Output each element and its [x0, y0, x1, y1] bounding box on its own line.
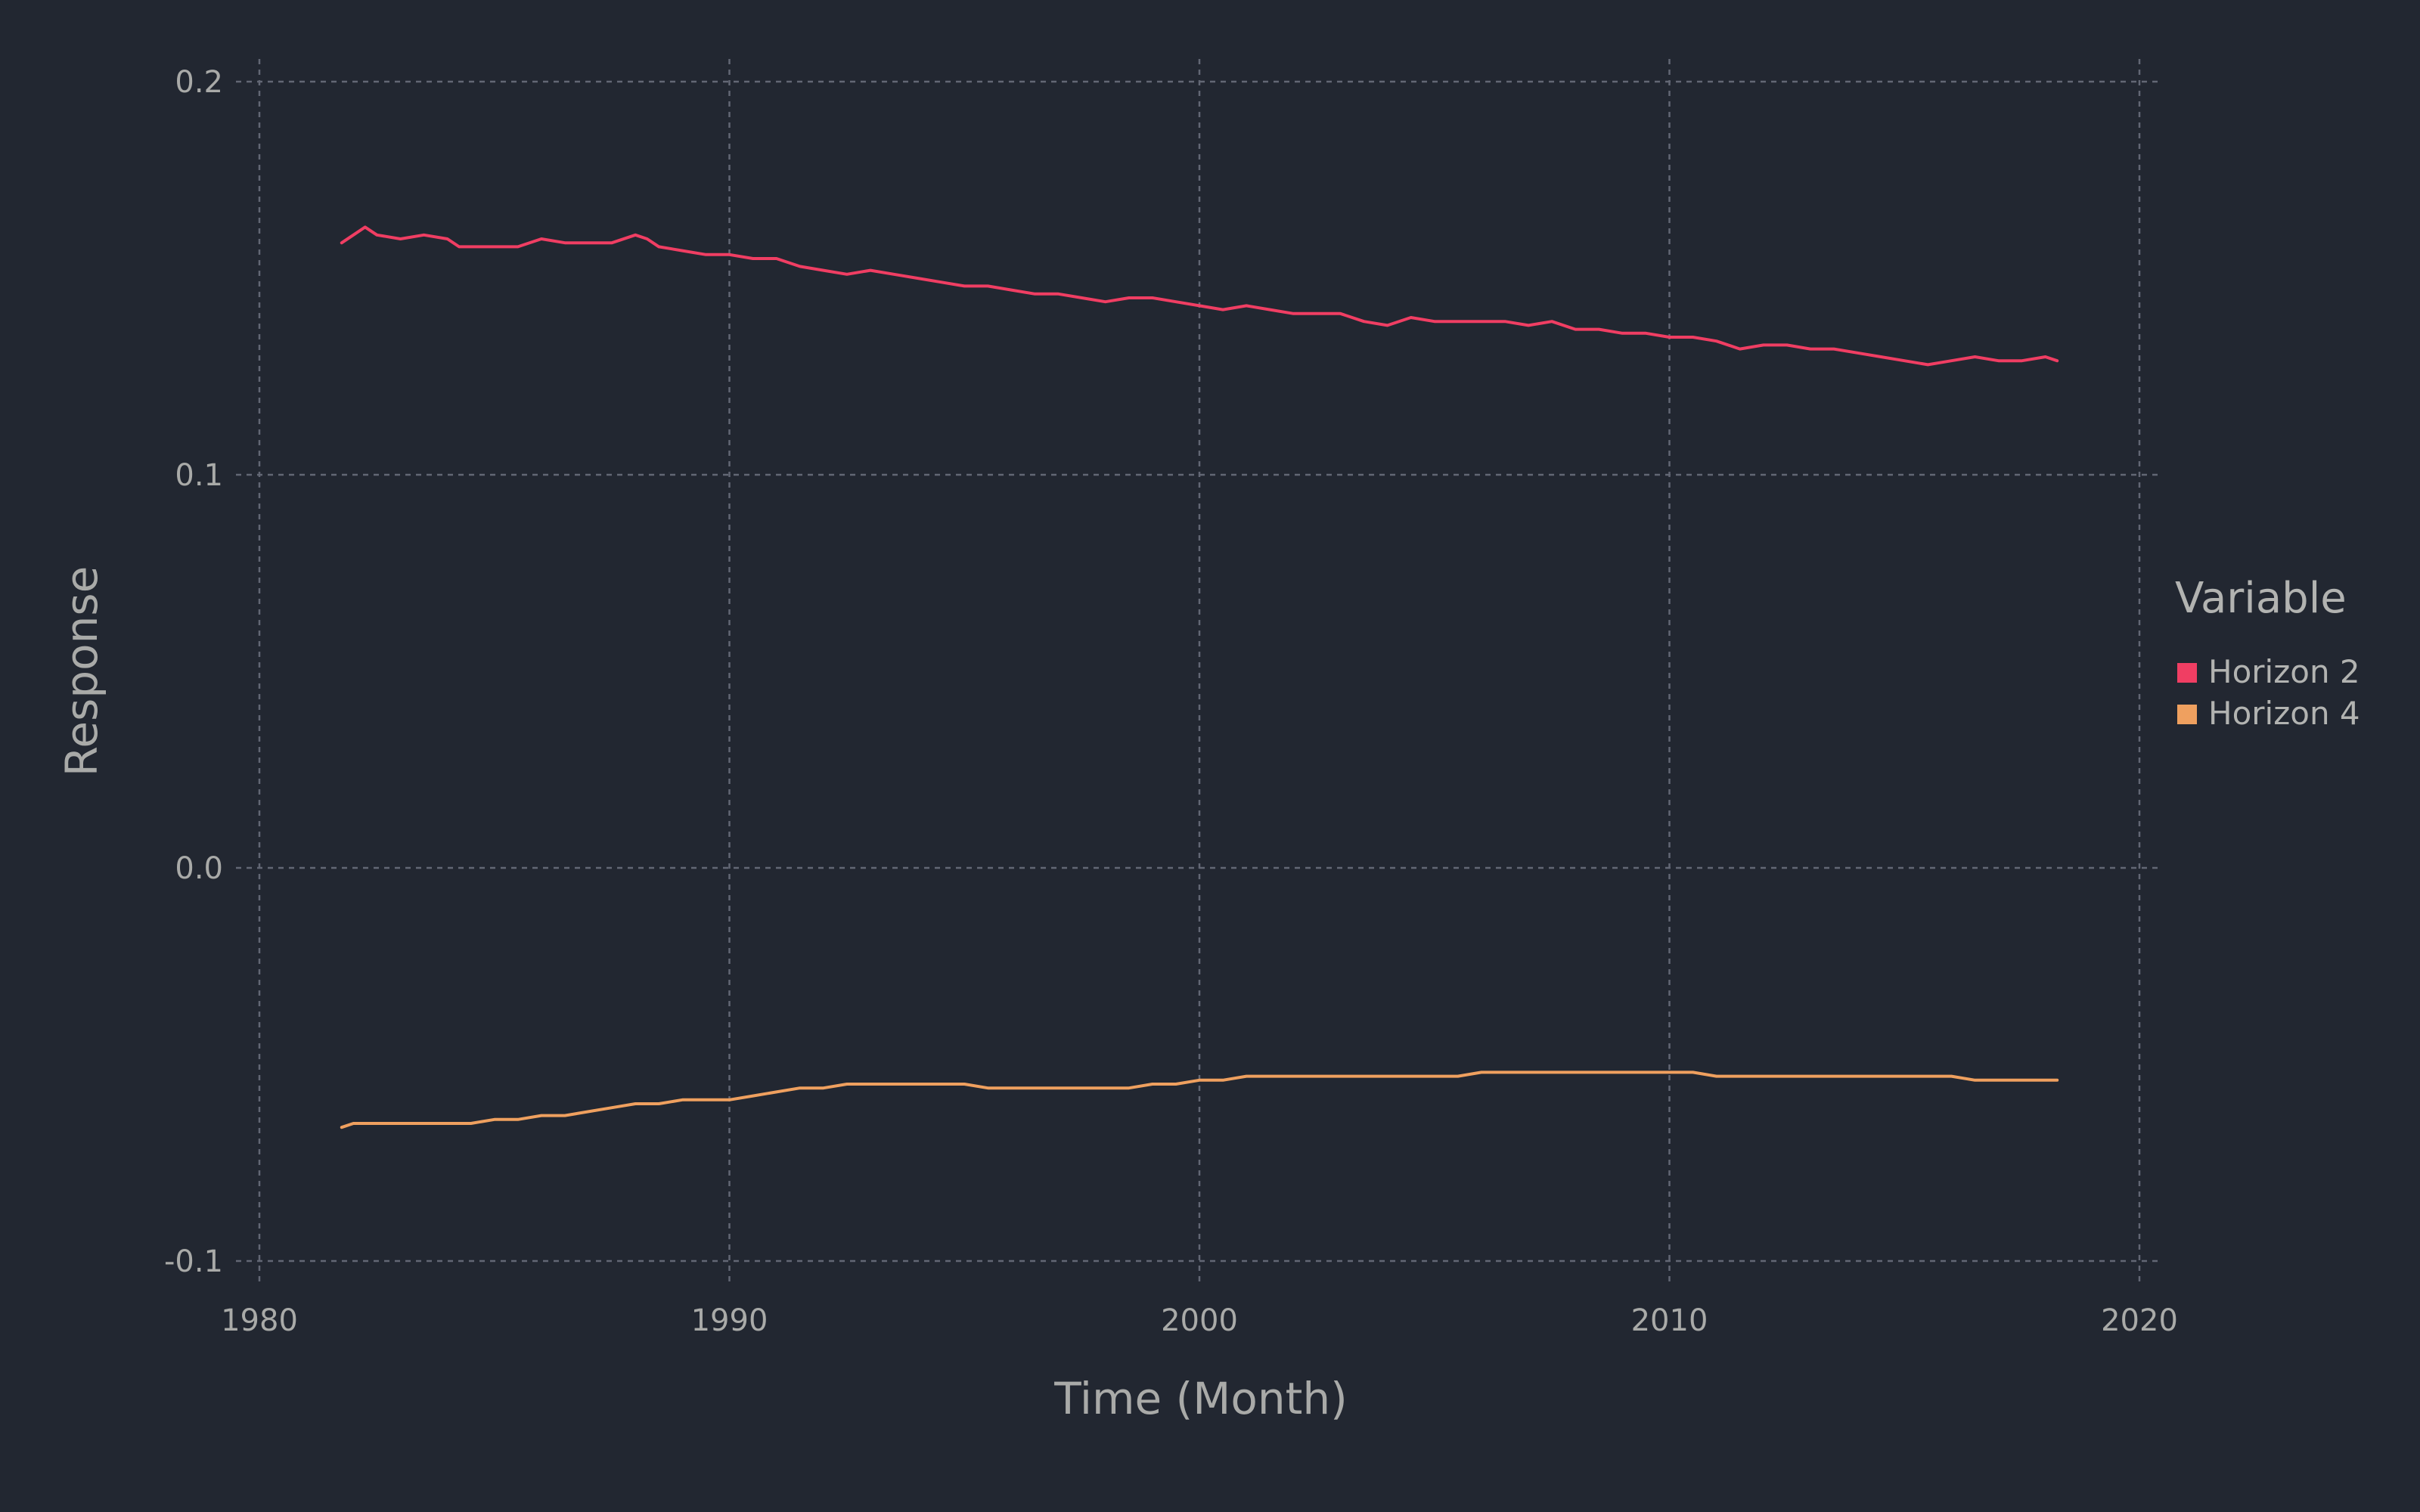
y-tick-label-0.1: 0.1 — [175, 458, 223, 493]
grid — [236, 59, 2160, 1284]
x-tick-label-2020: 2020 — [2101, 1303, 2178, 1338]
legend: Variable Horizon 2 Horizon 4 — [2175, 574, 2360, 732]
x-tick-label-1990: 1990 — [691, 1303, 768, 1338]
legend-label-horizon-4: Horizon 4 — [2208, 695, 2360, 732]
y-tick-label-0.0: 0.0 — [175, 851, 223, 886]
y-tick-label--0.1: -0.1 — [164, 1244, 223, 1279]
x-tick-label-1980: 1980 — [221, 1303, 298, 1338]
y-tick-label-0.2: 0.2 — [175, 65, 223, 100]
x-tick-label-2010: 2010 — [1631, 1303, 1708, 1338]
x-tick-label-2000: 2000 — [1161, 1303, 1238, 1338]
legend-label-horizon-2: Horizon 2 — [2208, 653, 2360, 690]
legend-swatch-horizon-2 — [2177, 663, 2197, 683]
y-axis-title: Response — [56, 566, 107, 777]
legend-items: Horizon 2 Horizon 4 — [2177, 653, 2360, 732]
series-line-horizon-2 — [340, 225, 2059, 367]
series-line-horizon-4 — [340, 1070, 2059, 1129]
x-axis-title: Time (Month) — [1053, 1373, 1347, 1424]
series-layer — [340, 225, 2059, 1129]
legend-swatch-horizon-4 — [2177, 705, 2197, 724]
tick-labels: 1980 1990 2000 2010 2020 -0.1 0.0 0.1 0.2 — [164, 65, 2178, 1338]
legend-title: Variable — [2175, 574, 2347, 623]
